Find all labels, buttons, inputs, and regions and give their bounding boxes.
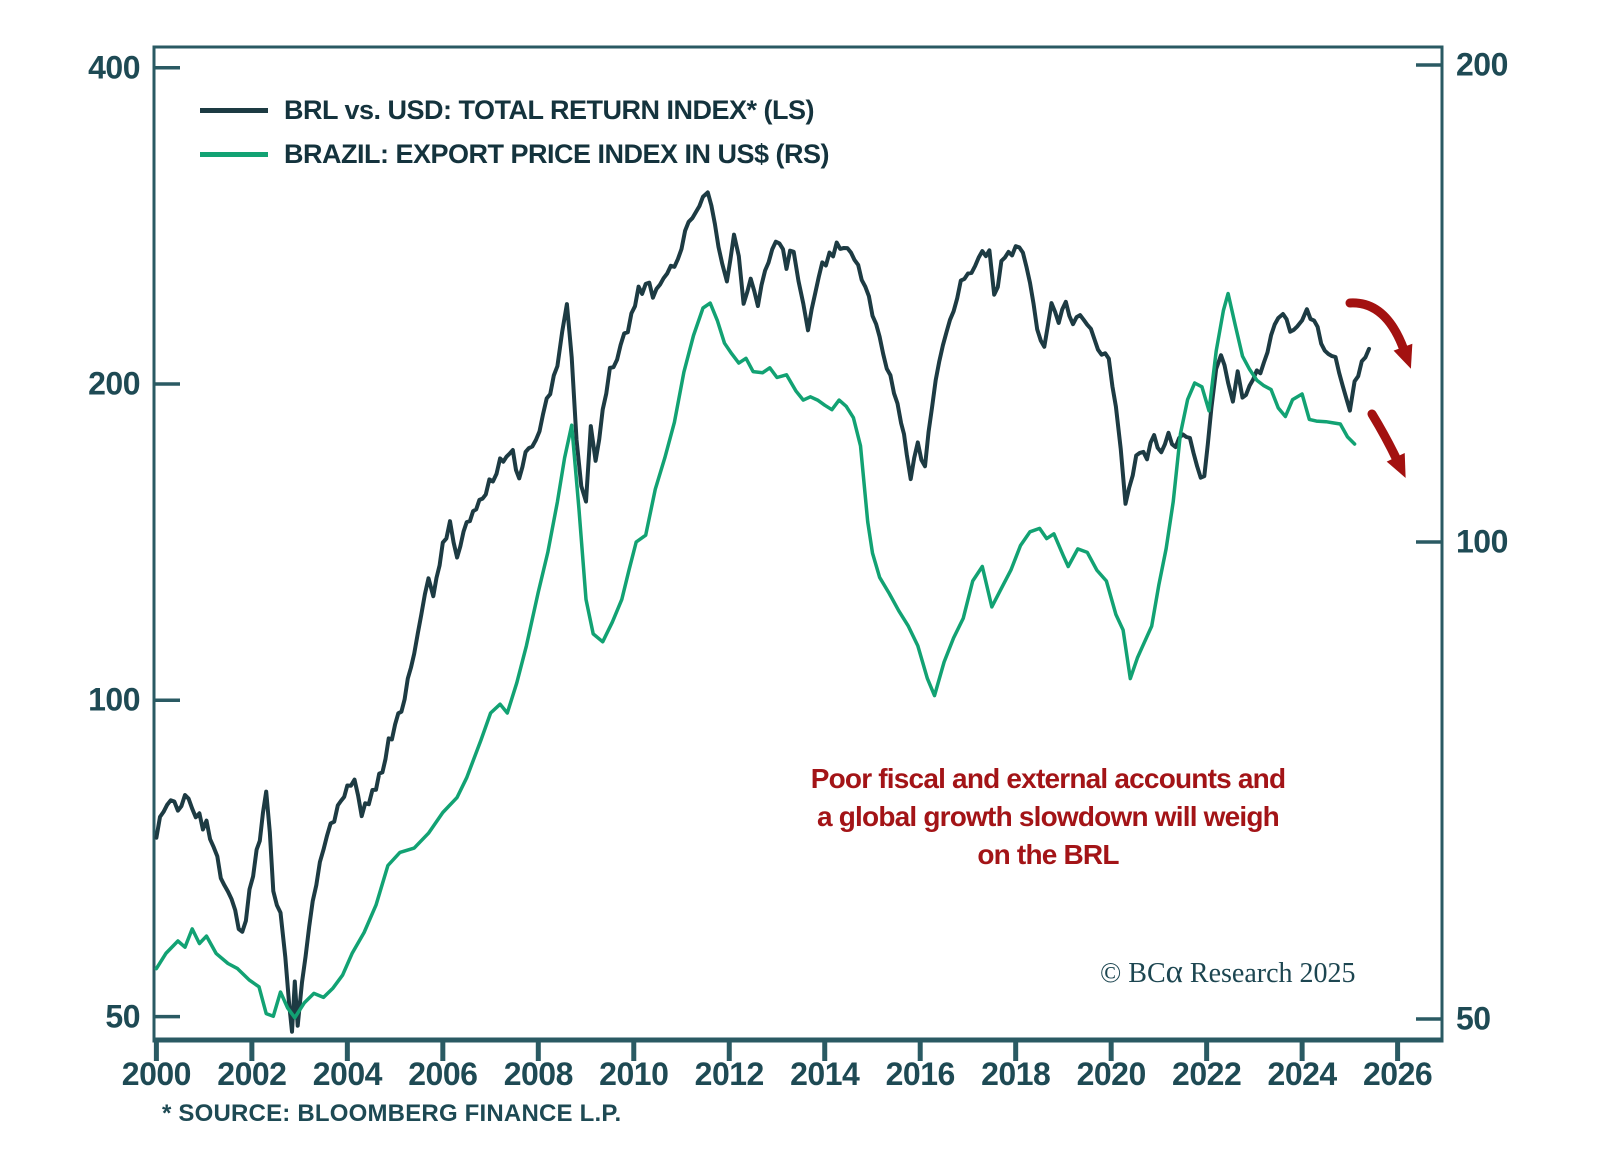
- copyright-suffix: Research 2025: [1182, 958, 1356, 989]
- legend-item-brl-total-return: BRL vs. USD: TOTAL RETURN INDEX* (LS): [200, 88, 829, 132]
- right-axis-tick-label: 50: [1456, 1000, 1491, 1037]
- x-axis-tick-label: 2026: [1363, 1056, 1433, 1092]
- legend-label-export: BRAZIL: EXPORT PRICE INDEX IN US$ (RS): [284, 138, 830, 169]
- x-axis-tick-label: 2008: [503, 1056, 574, 1092]
- down-arrow-icon-1: [1345, 298, 1413, 369]
- axis-ticks: [153, 63, 1442, 1061]
- right-axis-tick-label: 100: [1456, 523, 1508, 560]
- x-axis-tick-label: 2016: [885, 1056, 956, 1092]
- copyright: © BCα Research 2025: [1100, 956, 1356, 990]
- source-note: * SOURCE: BLOOMBERG FINANCE L.P.: [162, 1100, 622, 1127]
- x-axis-tick-label: 2024: [1267, 1056, 1338, 1092]
- left-axis-tick-label: 50: [105, 998, 140, 1035]
- x-axis-tick-label: 2018: [981, 1056, 1051, 1092]
- trend-arrows: [1345, 298, 1413, 479]
- series-lines: [154, 190, 1371, 1034]
- left-axis-tick-label: 200: [88, 365, 140, 402]
- left-axis-tick-label: 100: [88, 681, 140, 718]
- down-arrow-icon-2: [1367, 409, 1406, 479]
- x-axis-tick-label: 2004: [312, 1056, 383, 1092]
- legend-item-export-price: BRAZIL: EXPORT PRICE INDEX IN US$ (RS): [200, 132, 830, 176]
- x-axis-tick-label: 2010: [599, 1056, 669, 1092]
- right-axis-tick-label: 200: [1456, 46, 1508, 83]
- series-line-brl-total-return: [154, 190, 1371, 1034]
- export-line-swatch-icon: [200, 151, 268, 157]
- x-axis-tick-label: 2002: [217, 1056, 287, 1092]
- x-axis-tick-label: 2014: [790, 1056, 860, 1092]
- x-axis-tick-label: 2012: [694, 1056, 765, 1092]
- brl-line-swatch-icon: [200, 107, 268, 113]
- annotation-text: Poor fiscal and external accounts and a …: [810, 763, 1286, 870]
- x-axis-tick-label: 2000: [121, 1056, 192, 1092]
- copyright-alpha: α: [1165, 954, 1183, 990]
- x-axis-tick-label: 2020: [1076, 1056, 1147, 1092]
- legend: BRL vs. USD: TOTAL RETURN INDEX* (LS) BR…: [200, 88, 830, 176]
- x-axis-tick-label: 2006: [408, 1056, 478, 1092]
- copyright-prefix: © BC: [1100, 958, 1166, 989]
- left-axis-tick-label: 400: [88, 49, 140, 86]
- plot-border: [152, 45, 1444, 1042]
- series-line-brazil-export-price: [154, 291, 1357, 1020]
- x-axis-tick-label: 2022: [1172, 1056, 1242, 1092]
- legend-label-brl: BRL vs. USD: TOTAL RETURN INDEX* (LS): [284, 94, 815, 125]
